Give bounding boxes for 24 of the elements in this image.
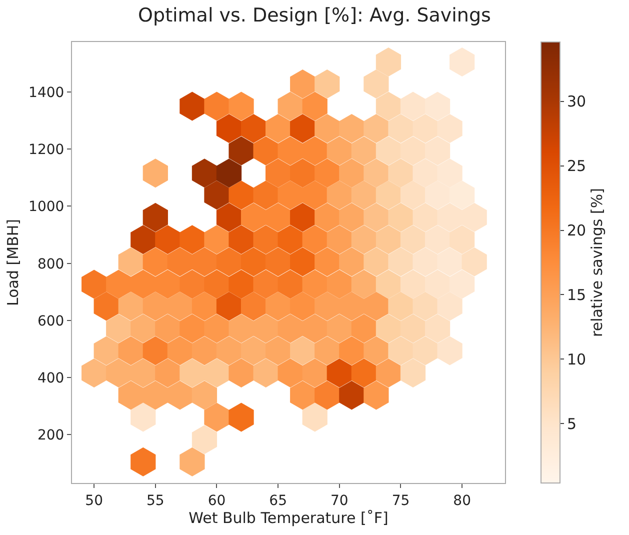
x-tick-label: 60	[208, 492, 226, 509]
color-bar-label: 30	[567, 92, 586, 111]
y-tick-label: 200	[37, 428, 64, 444]
color-bar-label: 15	[567, 286, 586, 304]
x-axis-title: Wet Bulb Temperature [˚F]	[188, 508, 388, 527]
x-tick-label: 50	[85, 492, 103, 509]
color-bar-label: 20	[567, 222, 586, 240]
x-tick-label: 65	[269, 492, 287, 509]
color-bar-title: relative savings [%]	[588, 188, 606, 337]
y-tick-label: 800	[37, 256, 64, 272]
y-tick-label: 400	[37, 370, 64, 387]
x-tick-label: 55	[146, 492, 164, 509]
color-bar-label: 25	[567, 157, 586, 176]
y-tick-label: 600	[37, 313, 64, 330]
y-tick-label: 1200	[28, 142, 64, 158]
color-bar-label: 10	[567, 350, 586, 368]
x-tick-label: 70	[330, 492, 348, 509]
y-tick-label: 1000	[28, 199, 64, 216]
x-tick-label: 75	[392, 492, 410, 509]
y-axis-title: Load [MBH]	[4, 219, 22, 306]
y-tick-label: 1400	[28, 84, 64, 101]
chart-title: Optimal vs. Design [%]: Avg. Savings	[138, 4, 491, 26]
color-bar-label: 5	[567, 414, 577, 433]
x-tick-label: 80	[453, 492, 471, 509]
